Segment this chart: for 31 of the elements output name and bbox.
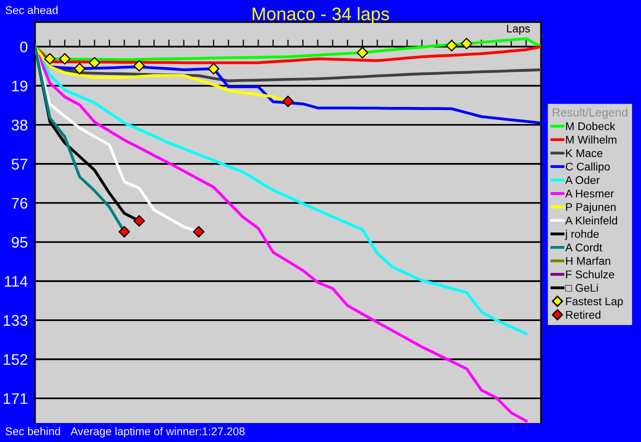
- chart-title: Monaco - 34 laps: [252, 7, 390, 24]
- legend-label: K Mace: [566, 149, 602, 158]
- y-tick-label: 95: [12, 236, 28, 248]
- legend-label: P Pajunen: [566, 202, 616, 214]
- text: Sec ahead: [6, 6, 58, 14]
- y-tick-label: 57: [12, 158, 28, 170]
- y-tick-label: 152: [4, 354, 28, 365]
- y-tick-label: 38: [12, 120, 28, 131]
- y-tick-label: 114: [4, 276, 28, 287]
- legend-title: Result/Legend: [552, 108, 628, 119]
- legend-label: □ GeLi: [565, 284, 598, 292]
- legend-label: M Dobeck: [566, 122, 616, 130]
- y-tick-label: 171: [4, 393, 28, 404]
- legend-label: A Cordt: [565, 243, 602, 252]
- legend-label: H Marfan: [566, 256, 610, 265]
- text: Average laptime of winner:1:27.208: [70, 427, 245, 438]
- legend-label: F Schulze: [566, 270, 614, 278]
- legend-label: Retired: [566, 310, 600, 319]
- legend-label: j rohde: [564, 230, 599, 240]
- legend-label: A Kleinfeld: [565, 216, 618, 224]
- x-axis-title: Laps: [507, 24, 530, 35]
- legend-label: A Oder: [565, 176, 600, 184]
- legend-label: C Callipo: [566, 162, 610, 173]
- text: Sec behind: [6, 427, 60, 436]
- y-tick-label: 133: [4, 315, 28, 326]
- y-tick-label: 76: [12, 198, 28, 209]
- legend-label: Fastest Lap: [566, 298, 623, 308]
- legend-label: A Hesmer: [565, 190, 614, 198]
- y-tick-label: 19: [12, 80, 28, 92]
- legend-label: M Wilhelm: [566, 135, 616, 144]
- y-tick-label: 0: [20, 42, 28, 52]
